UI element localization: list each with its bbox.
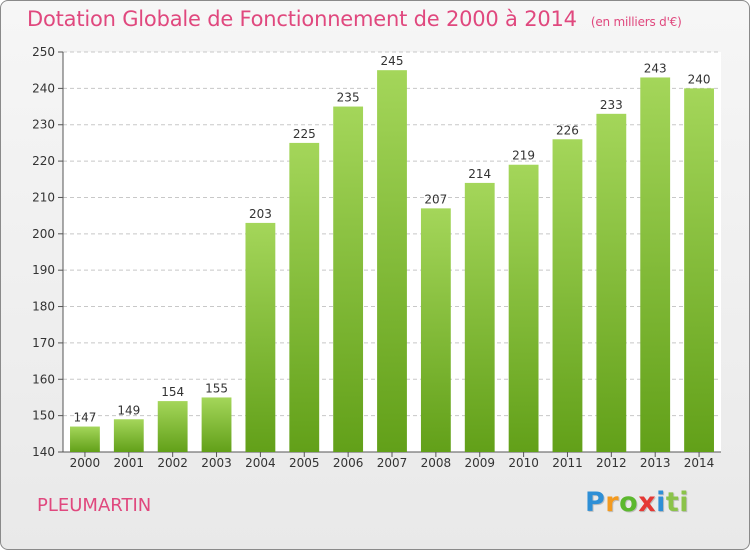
proxiti-logo[interactable]: Proxiti bbox=[585, 487, 689, 518]
bar bbox=[596, 113, 627, 453]
bar bbox=[377, 70, 407, 452]
logo-letter: ti bbox=[665, 487, 690, 518]
x-tick-label: 2012 bbox=[596, 456, 627, 470]
bar bbox=[201, 397, 232, 452]
value-label: 235 bbox=[337, 91, 360, 105]
x-tick-label: 2007 bbox=[377, 456, 408, 470]
y-tick-label: 210 bbox=[32, 190, 55, 204]
y-tick-label: 150 bbox=[32, 409, 55, 423]
bar bbox=[552, 139, 583, 453]
bar bbox=[508, 164, 539, 452]
value-label: 147 bbox=[73, 411, 96, 425]
x-tick-label: 2002 bbox=[157, 456, 188, 470]
y-tick-label: 190 bbox=[32, 263, 55, 277]
bar bbox=[157, 401, 188, 452]
value-label: 226 bbox=[556, 123, 579, 137]
value-label: 240 bbox=[688, 72, 711, 86]
value-label: 203 bbox=[249, 207, 272, 221]
value-label: 149 bbox=[117, 403, 140, 417]
bar bbox=[289, 142, 320, 452]
value-label: 233 bbox=[600, 98, 623, 112]
x-tick-label: 2006 bbox=[333, 456, 364, 470]
x-tick-label: 2001 bbox=[114, 456, 145, 470]
y-tick-label: 170 bbox=[32, 336, 55, 350]
value-label: 155 bbox=[205, 381, 228, 395]
y-tick-label: 140 bbox=[32, 445, 55, 459]
bar bbox=[684, 88, 714, 452]
x-tick-label: 2011 bbox=[552, 456, 583, 470]
chart-unit: (en milliers d'€) bbox=[590, 15, 682, 29]
bar bbox=[640, 77, 671, 453]
logo-letter: i bbox=[656, 487, 666, 518]
bar bbox=[70, 426, 100, 452]
y-tick-label: 230 bbox=[32, 118, 55, 132]
x-tick-label: 2003 bbox=[201, 456, 232, 470]
x-tick-label: 2014 bbox=[684, 456, 715, 470]
x-tick-label: 2000 bbox=[70, 456, 101, 470]
y-tick-label: 160 bbox=[32, 372, 55, 386]
value-label: 243 bbox=[644, 61, 667, 75]
bar bbox=[333, 106, 364, 452]
logo-letter: o bbox=[619, 487, 639, 518]
bar bbox=[464, 182, 495, 452]
bar bbox=[245, 222, 276, 452]
value-label: 225 bbox=[293, 127, 316, 141]
chart-title: Dotation Globale de Fonctionnement de 20… bbox=[27, 7, 682, 31]
x-tick-label: 2005 bbox=[289, 456, 320, 470]
y-tick-label: 250 bbox=[32, 45, 55, 59]
logo-letter: P bbox=[585, 487, 606, 518]
bar bbox=[113, 419, 144, 452]
value-label: 219 bbox=[512, 149, 535, 163]
bar bbox=[420, 208, 451, 452]
value-label: 245 bbox=[381, 54, 404, 68]
value-label: 154 bbox=[161, 385, 184, 399]
x-tick-label: 2008 bbox=[421, 456, 452, 470]
y-tick-label: 200 bbox=[32, 227, 55, 241]
logo-letter: x bbox=[638, 487, 657, 518]
y-tick-label: 240 bbox=[32, 81, 55, 95]
value-label: 214 bbox=[468, 167, 491, 181]
x-tick-label: 2010 bbox=[508, 456, 539, 470]
commune-name: PLEUMARTIN bbox=[37, 495, 152, 516]
logo-letter: r bbox=[605, 487, 620, 518]
x-tick-label: 2009 bbox=[464, 456, 495, 470]
x-tick-label: 2004 bbox=[245, 456, 276, 470]
y-tick-label: 220 bbox=[32, 154, 55, 168]
chart-title-text: Dotation Globale de Fonctionnement de 20… bbox=[27, 7, 577, 31]
value-label: 207 bbox=[424, 192, 447, 206]
y-tick-label: 180 bbox=[32, 300, 55, 314]
x-tick-label: 2013 bbox=[640, 456, 671, 470]
